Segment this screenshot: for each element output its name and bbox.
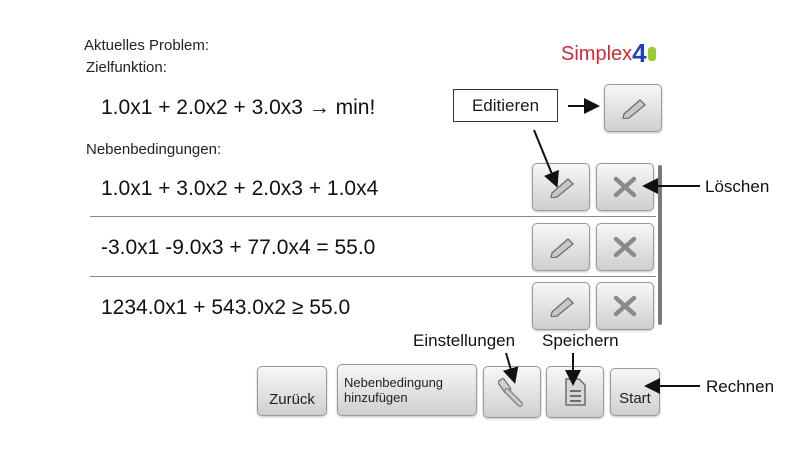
- row-divider: [90, 216, 656, 217]
- start-button-label: Start: [619, 389, 651, 407]
- logo-number: 4: [632, 38, 647, 68]
- constraint-expression-3: 1234.0x1 + 543.0x2 ≥ 55.0: [101, 296, 351, 319]
- start-button[interactable]: Start: [610, 368, 660, 416]
- settings-annotation: Einstellungen: [413, 331, 516, 350]
- delete-annotation: Löschen: [705, 177, 770, 196]
- edit-row-arrow: [533, 129, 559, 188]
- edit-constraint-button-3[interactable]: [532, 282, 590, 330]
- constraint-expression-1: 1.0x1 + 3.0x2 + 2.0x3 + 1.0x4: [101, 177, 379, 200]
- app-logo: Simplex4: [561, 36, 656, 68]
- edit-constraint-button-2[interactable]: [532, 223, 590, 271]
- row-divider: [90, 276, 656, 277]
- pencil-icon: [550, 178, 574, 198]
- delete-constraint-button-2[interactable]: [596, 223, 654, 271]
- objective-expression: 1.0x1 + 2.0x2 + 3.0x3 → min!: [101, 96, 376, 119]
- x-icon: [613, 295, 637, 317]
- current-problem-label: Aktuelles Problem:: [84, 37, 210, 54]
- edit-callout-label: Editieren: [471, 95, 540, 115]
- constraint-expression-2: -3.0x1 -9.0x3 + 77.0x4 = 55.0: [101, 236, 376, 259]
- x-icon: [613, 176, 637, 198]
- edit-objective-button[interactable]: [604, 84, 662, 132]
- pencil-icon: [550, 238, 574, 258]
- objective-label: Zielfunktion:: [86, 59, 167, 76]
- settings-arrow: [502, 352, 519, 384]
- constraints-label: Nebenbedingungen:: [86, 141, 222, 158]
- compute-annotation: Rechnen: [706, 377, 775, 396]
- constraints-scrollbar[interactable]: [658, 165, 662, 325]
- save-annotation: Speichern: [542, 331, 619, 350]
- android-icon: [647, 47, 656, 61]
- back-button[interactable]: Zurück: [257, 366, 327, 416]
- edit-callout-box: Editieren: [453, 89, 558, 122]
- logo-text: Simplex: [561, 43, 633, 65]
- x-icon: [613, 236, 637, 258]
- back-button-label: Zurück: [269, 390, 315, 408]
- pencil-icon: [622, 99, 646, 119]
- pencil-icon: [550, 297, 574, 317]
- edit-constraint-button-1[interactable]: [532, 163, 590, 211]
- add-constraint-button[interactable]: Nebenbedingung hinzufügen: [337, 364, 477, 416]
- add-constraint-label: Nebenbedingung hinzufügen: [344, 375, 444, 405]
- wrench-icon: [498, 377, 523, 407]
- delete-constraint-button-3[interactable]: [596, 282, 654, 330]
